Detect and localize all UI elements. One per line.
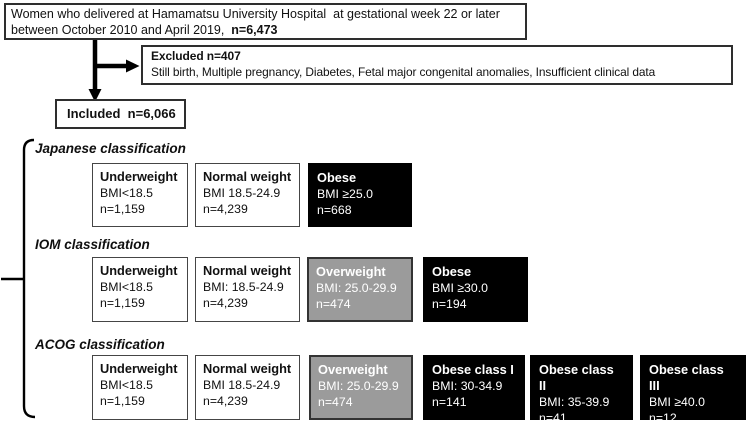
source-population-box: Women who delivered at Hamamatsu Univers…: [4, 3, 527, 40]
category-count: n=4,239: [203, 202, 248, 216]
bmi-category-box: Obese BMI ≥30.0 n=194: [423, 257, 528, 322]
bmi-category-box: Underweight BMI<18.5 n=1,159: [92, 355, 188, 420]
excluded-title: Excluded n=407: [151, 49, 241, 63]
category-title: Normal weight: [203, 361, 292, 376]
source-population-line2-text: between October 2010 and April 2019,: [11, 22, 232, 37]
source-population-line1: Women who delivered at Hamamatsu Univers…: [11, 7, 500, 21]
category-title: Overweight: [318, 362, 388, 377]
category-bmi-range: BMI: 35-39.9: [539, 395, 610, 409]
bmi-category-box: Underweight BMI<18.5 n=1,159: [92, 257, 188, 322]
category-bmi-range: BMI: 18.5-24.9: [203, 280, 284, 294]
category-count: n=141: [432, 395, 467, 409]
acog-classification-label: ACOG classification: [35, 337, 165, 352]
exclusion-arrow: [95, 59, 140, 73]
bmi-category-box: Normal weight BMI: 18.5-24.9 n=4,239: [195, 257, 300, 322]
category-title: Normal weight: [203, 169, 292, 184]
bmi-category-box: Obese BMI ≥25.0 n=668: [308, 163, 412, 227]
category-bmi-range: BMI ≥30.0: [432, 281, 488, 295]
category-bmi-range: BMI<18.5: [100, 280, 153, 294]
category-count: n=1,159: [100, 296, 145, 310]
category-count: n=194: [432, 297, 467, 311]
category-count: n=1,159: [100, 394, 145, 408]
excluded-box: Excluded n=407 Still birth, Multiple pre…: [141, 45, 733, 85]
bmi-category-box: Overweight BMI: 25.0-29.9 n=474: [307, 257, 413, 322]
iom-classification-label: IOM classification: [35, 237, 150, 252]
bmi-category-box: Normal weight BMI 18.5-24.9 n=4,239: [195, 163, 300, 227]
category-title: Underweight: [100, 169, 178, 184]
bmi-category-box: Obese class III BMI ≥40.0 n=12: [640, 355, 746, 421]
category-count: n=4,239: [203, 394, 248, 408]
category-bmi-range: BMI<18.5: [100, 186, 153, 200]
down-arrow: [88, 39, 102, 102]
japanese-classification-label: Japanese classification: [35, 141, 186, 156]
classification-bracket: [1, 138, 36, 419]
category-bmi-range: BMI ≥25.0: [317, 187, 373, 201]
category-title: Underweight: [100, 263, 178, 278]
category-bmi-range: BMI 18.5-24.9: [203, 186, 281, 200]
category-title: Underweight: [100, 361, 178, 376]
category-title: Obese class II: [539, 362, 614, 393]
category-title: Normal weight: [203, 263, 292, 278]
category-bmi-range: BMI 18.5-24.9: [203, 378, 281, 392]
category-title: Obese class I: [432, 362, 514, 377]
category-count: n=668: [317, 203, 352, 217]
category-count: n=41: [539, 411, 567, 421]
category-bmi-range: BMI: 30-34.9: [432, 379, 503, 393]
bmi-category-box: Normal weight BMI 18.5-24.9 n=4,239: [195, 355, 300, 420]
category-bmi-range: BMI: 25.0-29.9: [316, 281, 397, 295]
category-title: Obese class III: [649, 362, 724, 393]
excluded-reasons: Still birth, Multiple pregnancy, Diabete…: [151, 64, 656, 79]
bmi-category-box: Obese class II BMI: 35-39.9 n=41: [530, 355, 633, 421]
included-box: Included n=6,066: [55, 99, 186, 129]
category-title: Overweight: [316, 264, 386, 279]
bmi-category-box: Underweight BMI<18.5 n=1,159: [92, 163, 188, 227]
category-count: n=12: [649, 411, 677, 421]
category-title: Obese: [432, 264, 472, 279]
source-population-count: n=6,473: [231, 22, 278, 37]
category-bmi-range: BMI: 25.0-29.9: [318, 379, 399, 393]
category-bmi-range: BMI ≥40.0: [649, 395, 705, 409]
bmi-category-box: Overweight BMI: 25.0-29.9 n=474: [309, 355, 413, 420]
category-count: n=474: [316, 297, 351, 311]
source-population-line2: between October 2010 and April 2019, n=6…: [11, 23, 520, 39]
category-count: n=1,159: [100, 202, 145, 216]
bmi-category-box: Obese class I BMI: 30-34.9 n=141: [423, 355, 525, 420]
category-bmi-range: BMI<18.5: [100, 378, 153, 392]
category-count: n=4,239: [203, 296, 248, 310]
category-title: Obese: [317, 170, 357, 185]
category-count: n=474: [318, 395, 353, 409]
